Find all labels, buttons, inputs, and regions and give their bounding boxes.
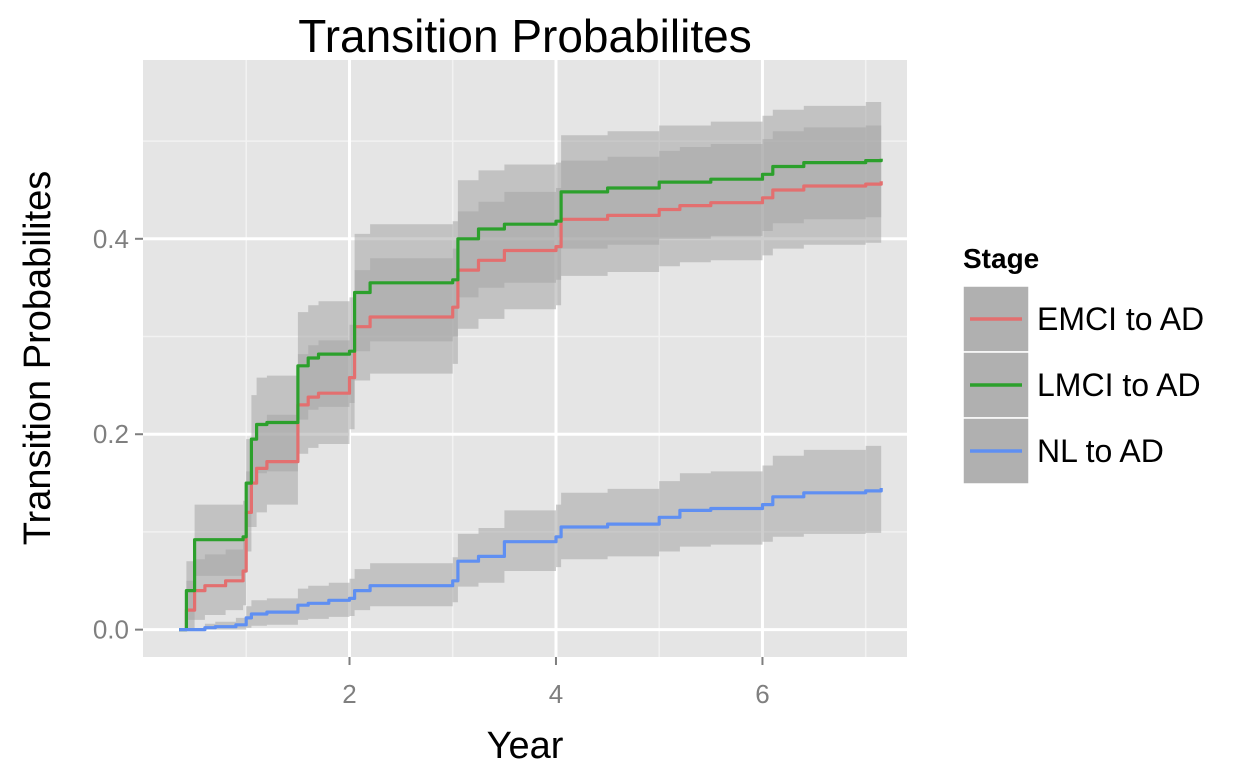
confidence-bands [179,97,882,630]
series-line [179,181,883,632]
series-line [179,488,883,632]
y-tick-label: 0.0 [93,615,129,645]
confidence-band [179,97,882,630]
confidence-band [179,121,882,630]
y-tick-label: 0.2 [93,419,129,449]
x-tick-label: 2 [342,679,356,709]
legend-label: EMCI to AD [1037,301,1204,337]
chart-title: Transition Probabilites [298,10,751,62]
x-tick-label: 4 [549,679,563,709]
legend-title: Stage [963,243,1039,274]
legend: Stage EMCI to AD LMCI to AD NL to AD [962,243,1204,485]
y-tick-label: 0.4 [93,224,129,254]
y-axis-title: Transition Probabilites [17,171,59,546]
legend-label: LMCI to AD [1037,367,1201,403]
x-axis-title: Year [487,725,564,764]
series-lines [179,158,883,632]
confidence-band [179,442,882,630]
legend-items: EMCI to AD LMCI to AD NL to AD [962,285,1204,485]
y-axis-ticks: 0.0 0.2 0.4 [93,224,143,645]
series-line [179,158,883,632]
x-tick-label: 6 [755,679,769,709]
legend-label: NL to AD [1037,433,1164,469]
x-axis-ticks: 2 4 6 [342,657,770,709]
